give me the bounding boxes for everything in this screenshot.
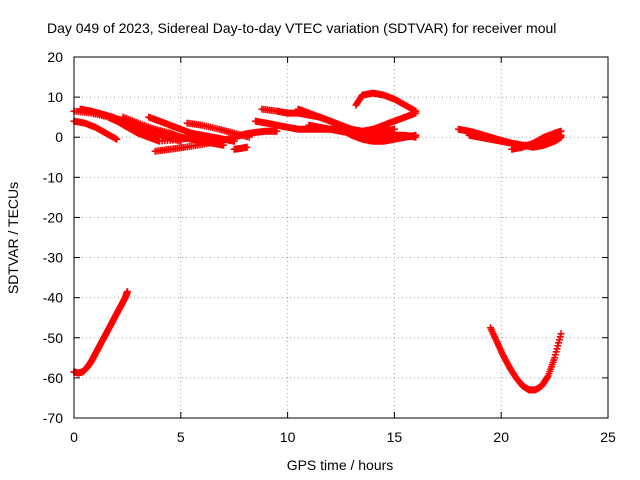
data-point [557,127,565,135]
x-tick-label: 5 [177,429,185,445]
y-tick-label: -70 [43,410,63,426]
x-axis-title: GPS time / hours [287,457,394,473]
data-point [243,143,251,151]
x-tick-label: 25 [600,429,616,445]
data-point [273,127,281,135]
data-point [557,330,565,338]
data-point [412,131,420,139]
y-tick-label: -50 [43,330,63,346]
x-tick-label: 15 [387,429,403,445]
data-point [123,288,131,296]
y-tick-label: 10 [47,89,63,105]
y-tick-label: -30 [43,250,63,266]
data-point [390,125,398,133]
axis-ticks: 0 5 10 15 20 25 -70 -60 -50 -40 -30 -20 -10 0 10 20 [43,49,616,445]
x-tick-label: 20 [493,429,509,445]
data-point [113,135,121,143]
chart-title: Day 049 of 2023, Sidereal Day-to-day VTE… [47,20,556,36]
data-point [557,133,565,141]
data-point [543,373,551,381]
x-tick-label: 0 [70,429,78,445]
series-track-g [183,119,253,141]
series-track-r [487,324,565,394]
y-tick-label: 0 [55,129,63,145]
series-track-l [305,121,398,137]
data-point [412,107,420,115]
y-tick-label: 20 [47,49,63,65]
plot-frame [73,56,609,419]
series-track-b [70,117,121,143]
y-tick-label: -60 [43,370,63,386]
y-tick-label: -40 [43,290,63,306]
series-track-q [70,288,131,377]
y-tick-label: -10 [43,169,63,185]
series-track-h [230,143,251,153]
series-track-m [352,89,420,115]
y-tick-label: -20 [43,209,63,225]
series-track-p [508,127,565,153]
x-tick-label: 10 [280,429,296,445]
data-series [70,89,565,394]
data-point [245,133,253,141]
y-axis-title: SDTVAR / TECUs [5,182,21,294]
